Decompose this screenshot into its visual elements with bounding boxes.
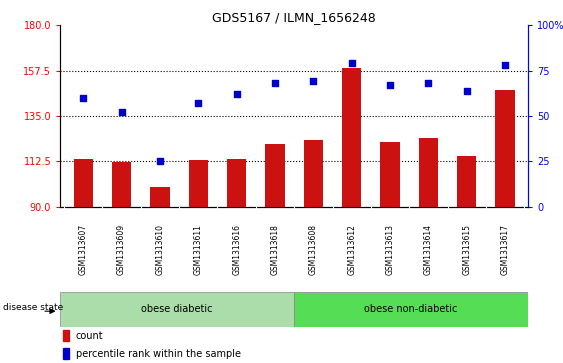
Bar [63, 330, 69, 341]
Bar [495, 90, 515, 207]
Text: count: count [75, 331, 103, 341]
Bar [294, 292, 528, 327]
Text: GSM1313618: GSM1313618 [270, 224, 279, 275]
Title: GDS5167 / ILMN_1656248: GDS5167 / ILMN_1656248 [212, 11, 376, 24]
Point [155, 159, 164, 164]
Bar [74, 159, 93, 207]
Text: obese non-diabetic: obese non-diabetic [364, 305, 458, 314]
Text: GSM1313608: GSM1313608 [309, 224, 318, 275]
Point [79, 95, 88, 101]
Point [424, 80, 433, 86]
Bar [150, 187, 169, 207]
Bar [342, 69, 361, 207]
Text: GSM1313609: GSM1313609 [117, 224, 126, 275]
Text: obese diabetic: obese diabetic [141, 305, 213, 314]
Point [462, 87, 471, 93]
Text: GSM1313615: GSM1313615 [462, 224, 471, 275]
Text: GSM1313610: GSM1313610 [155, 224, 164, 275]
Text: GSM1313612: GSM1313612 [347, 224, 356, 275]
Text: GSM1313611: GSM1313611 [194, 224, 203, 275]
Bar [189, 160, 208, 207]
Text: disease state: disease state [3, 303, 63, 312]
Bar [112, 163, 131, 207]
Text: percentile rank within the sample: percentile rank within the sample [75, 349, 240, 359]
Point [501, 62, 510, 68]
Point [347, 60, 356, 66]
Text: GSM1313616: GSM1313616 [232, 224, 241, 275]
Point [309, 78, 318, 84]
Point [386, 82, 395, 88]
Point [194, 100, 203, 106]
Text: GSM1313614: GSM1313614 [424, 224, 433, 275]
Bar [265, 144, 284, 207]
Point [270, 80, 279, 86]
Bar [227, 159, 246, 207]
Bar [60, 292, 294, 327]
Text: GSM1313613: GSM1313613 [386, 224, 395, 275]
Bar [419, 138, 438, 207]
Bar [457, 156, 476, 207]
Bar [381, 142, 400, 207]
Text: GSM1313617: GSM1313617 [501, 224, 510, 275]
Text: GSM1313607: GSM1313607 [79, 224, 88, 275]
Bar [63, 348, 69, 359]
Point [117, 109, 126, 115]
Point [232, 91, 241, 97]
Bar [304, 140, 323, 207]
